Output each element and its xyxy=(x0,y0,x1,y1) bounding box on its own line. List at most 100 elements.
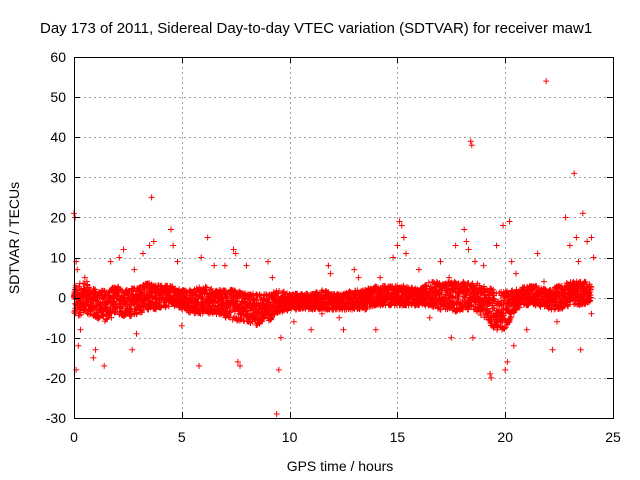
data-point xyxy=(502,366,509,373)
data-point xyxy=(487,370,494,377)
data-point xyxy=(336,314,343,321)
data-point xyxy=(545,305,552,312)
data-point xyxy=(493,290,500,297)
data-point xyxy=(463,287,470,294)
data-point xyxy=(275,290,282,297)
data-point xyxy=(92,346,99,353)
data-point xyxy=(467,302,474,309)
data-point xyxy=(318,310,325,317)
data-point xyxy=(204,234,211,241)
data-point xyxy=(123,300,130,307)
data-point xyxy=(579,210,586,217)
data-point xyxy=(237,362,244,369)
data-point xyxy=(340,326,347,333)
data-point xyxy=(508,258,515,265)
data-point xyxy=(467,138,474,145)
data-point xyxy=(86,284,93,291)
data-point xyxy=(170,242,177,249)
data-point xyxy=(512,270,519,277)
data-point xyxy=(493,242,500,249)
data-point xyxy=(549,346,556,353)
y-tick-label: 50 xyxy=(50,89,66,105)
x-tick-label: 0 xyxy=(70,429,78,445)
data-point xyxy=(575,258,582,265)
data-point xyxy=(128,312,135,319)
data-point xyxy=(562,214,569,221)
data-point xyxy=(588,234,595,241)
data-point xyxy=(208,285,215,292)
data-point xyxy=(84,310,91,317)
y-tick-label: 0 xyxy=(58,290,66,306)
data-point xyxy=(425,279,432,286)
y-tick-label: -30 xyxy=(46,410,66,426)
data-point xyxy=(446,274,453,281)
points-layer xyxy=(70,78,597,417)
data-point xyxy=(77,326,84,333)
data-point xyxy=(232,250,239,257)
data-point xyxy=(230,246,237,253)
data-point xyxy=(127,302,134,309)
data-point xyxy=(115,286,122,293)
y-tick-label: 30 xyxy=(50,169,66,185)
y-tick-label: 60 xyxy=(50,49,66,65)
data-point xyxy=(265,258,272,265)
data-point xyxy=(265,298,272,305)
data-point xyxy=(543,78,550,85)
data-point xyxy=(290,318,297,325)
data-point xyxy=(142,296,149,303)
data-point xyxy=(196,362,203,369)
data-point xyxy=(490,286,497,293)
data-point xyxy=(511,307,518,314)
data-point xyxy=(277,334,284,341)
ticks-layer: -30 -20 -10 0 10 20 30 40 50 60 0 5 10 15 20 25 xyxy=(46,49,621,445)
data-point xyxy=(139,250,146,257)
data-point xyxy=(588,310,595,317)
data-point xyxy=(577,346,584,353)
data-point xyxy=(390,254,397,261)
data-point xyxy=(480,262,487,269)
data-point xyxy=(256,320,263,327)
data-point xyxy=(355,274,362,281)
data-point xyxy=(571,170,578,177)
data-point xyxy=(308,326,315,333)
y-tick-label: -20 xyxy=(46,370,66,386)
data-point xyxy=(491,296,498,303)
data-point xyxy=(534,250,541,257)
data-point xyxy=(72,282,79,289)
data-point xyxy=(564,302,571,309)
data-point xyxy=(398,222,405,229)
data-point xyxy=(523,326,530,333)
data-point xyxy=(221,262,228,269)
x-tick-label: 20 xyxy=(497,429,513,445)
data-point xyxy=(565,301,572,308)
data-point xyxy=(590,254,597,261)
data-point xyxy=(234,358,241,365)
data-point xyxy=(81,274,88,281)
data-point xyxy=(117,303,124,310)
chart-title: Day 173 of 2011, Sidereal Day-to-day VTE… xyxy=(40,20,592,37)
data-point xyxy=(448,334,455,341)
data-point xyxy=(133,330,140,337)
data-point xyxy=(131,266,138,273)
data-point xyxy=(174,258,181,265)
x-axis-label: GPS time / hours xyxy=(287,458,394,474)
data-point xyxy=(129,346,136,353)
data-point xyxy=(449,293,456,300)
data-point xyxy=(426,314,433,321)
data-point xyxy=(118,303,125,310)
x-tick-label: 10 xyxy=(282,429,298,445)
data-point xyxy=(78,311,84,318)
data-point xyxy=(146,242,153,249)
data-point xyxy=(249,318,256,325)
data-point xyxy=(400,234,407,241)
data-point xyxy=(465,246,472,253)
data-point xyxy=(72,308,79,315)
data-point xyxy=(90,354,97,361)
data-point xyxy=(582,279,589,286)
data-point xyxy=(394,242,401,249)
data-point xyxy=(138,307,145,314)
y-tick-label: 20 xyxy=(50,209,66,225)
data-point xyxy=(396,218,403,225)
data-point xyxy=(107,258,114,265)
data-point xyxy=(504,358,511,365)
